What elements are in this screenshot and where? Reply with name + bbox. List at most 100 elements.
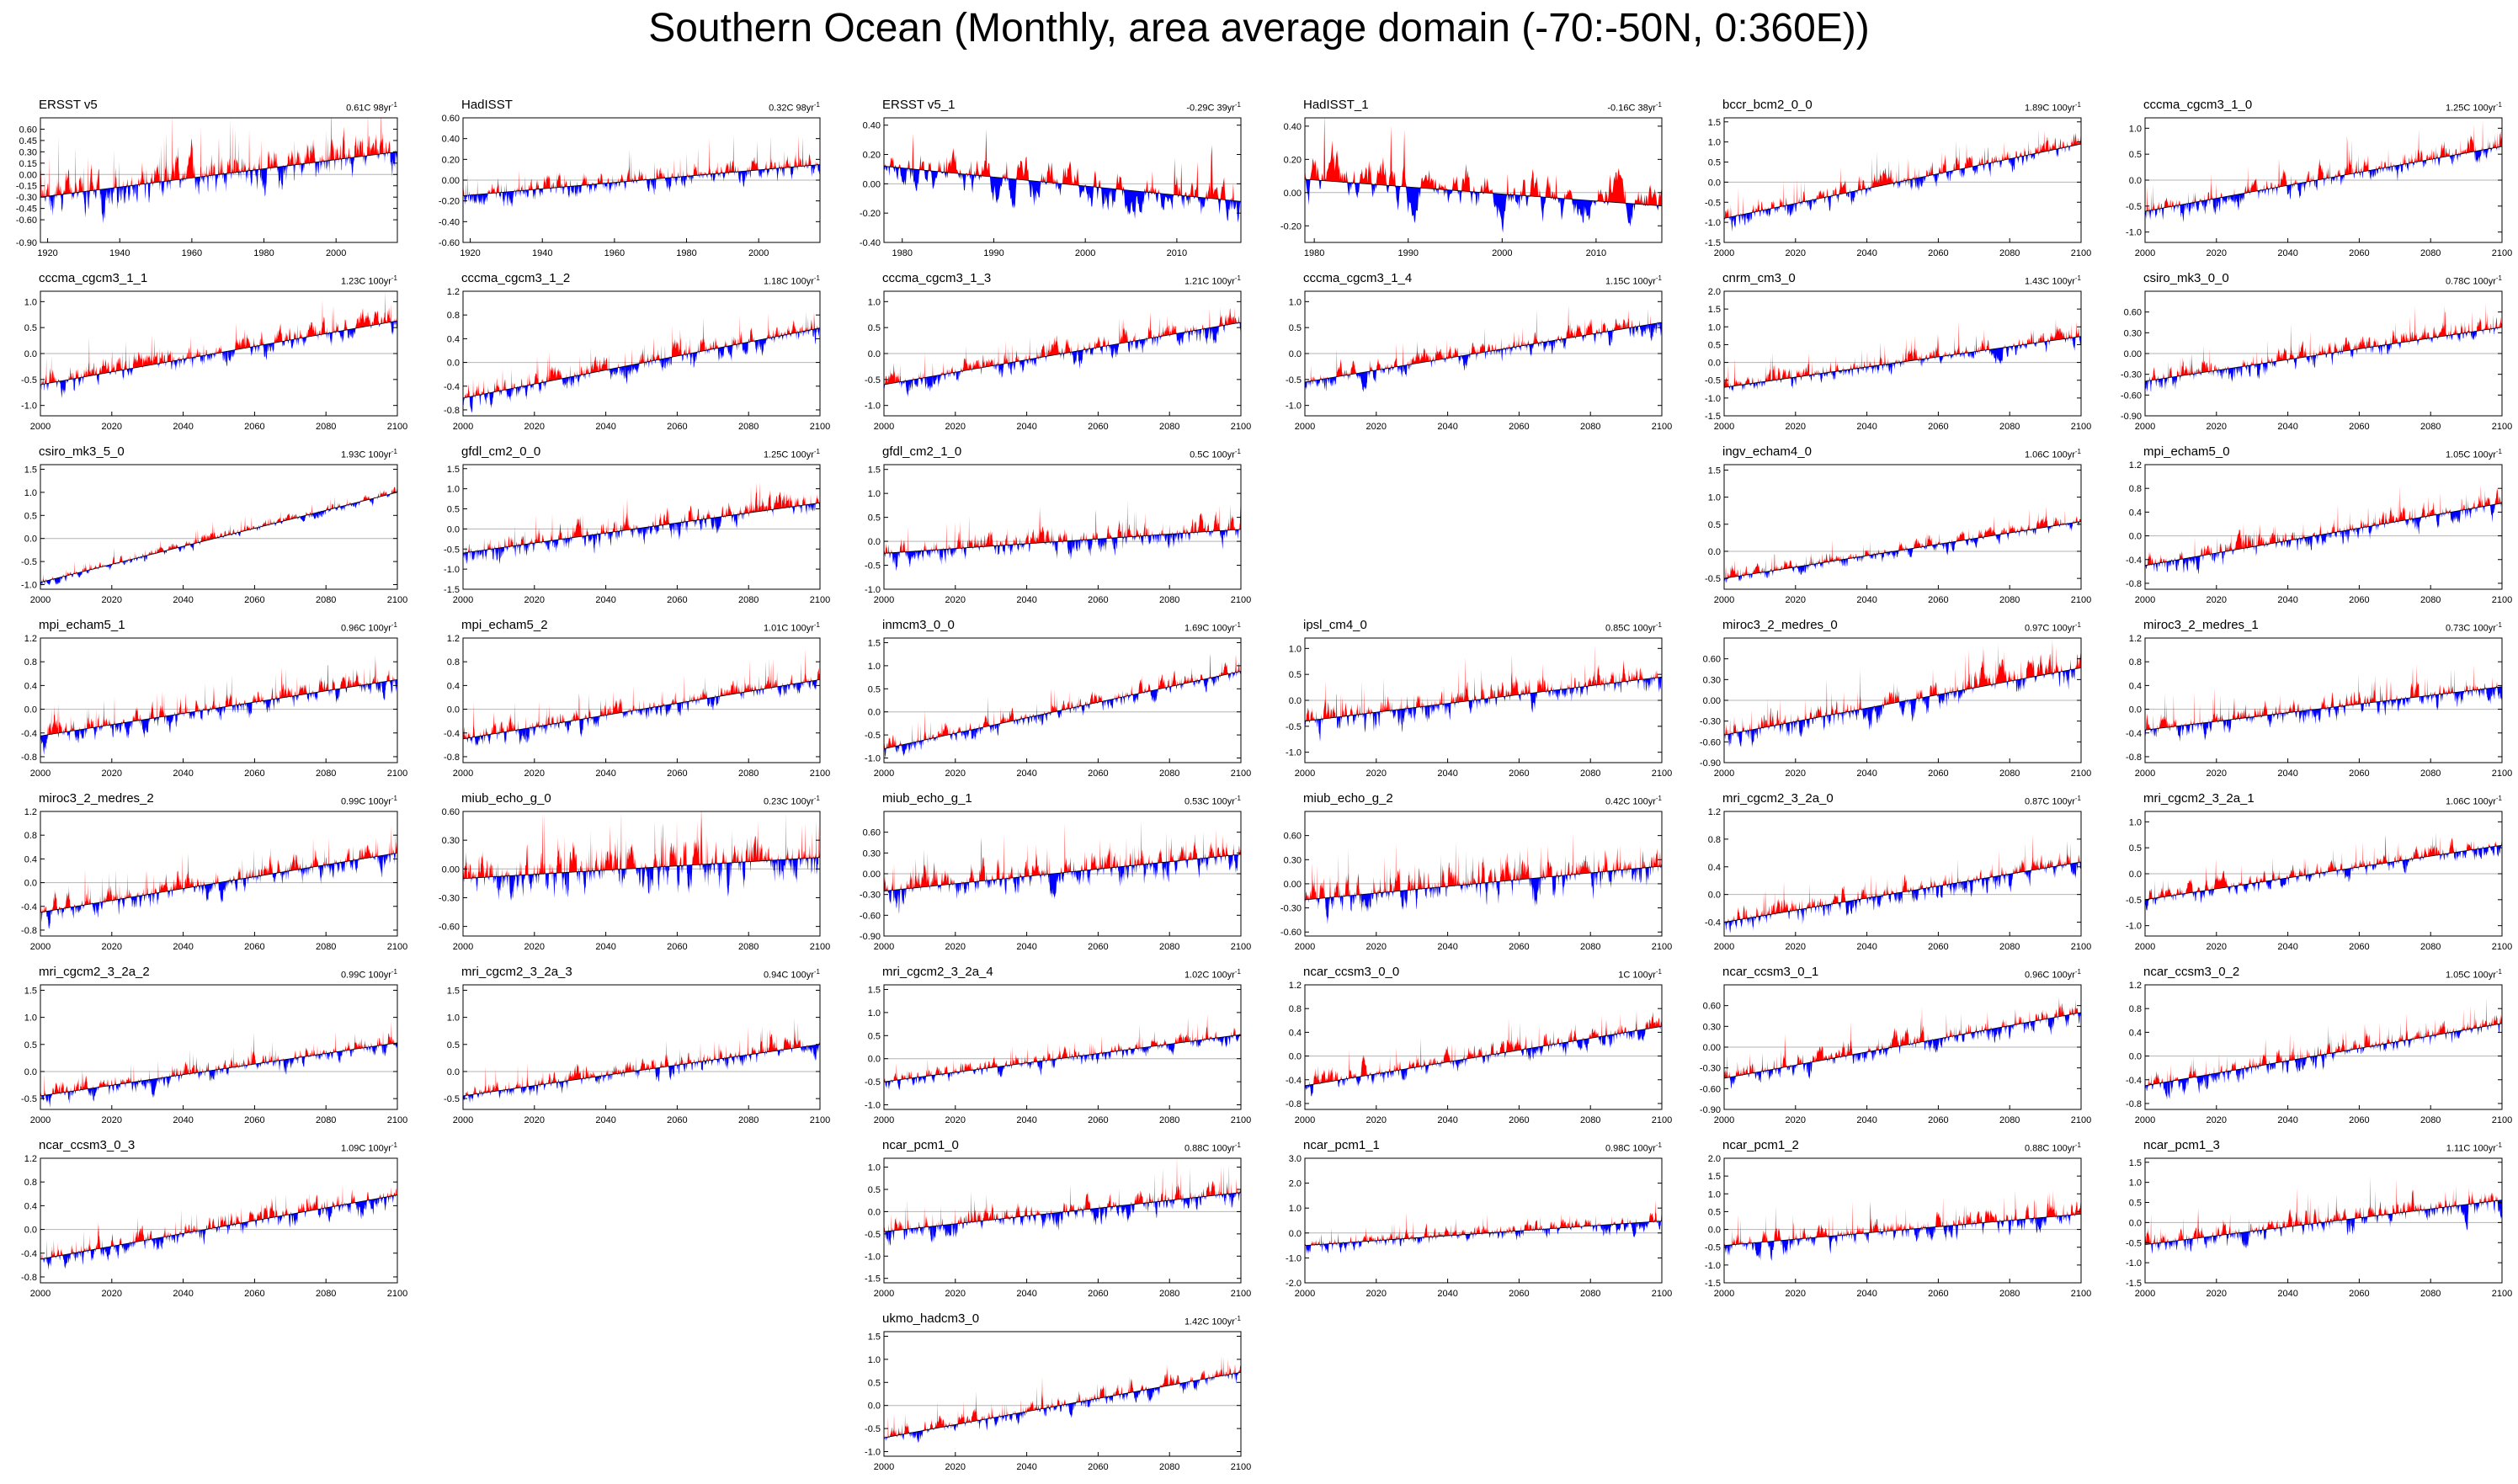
panel-trend-label: 1C 100yr-1 — [1618, 968, 1662, 981]
y-tick-label: 0.5 — [447, 1040, 460, 1051]
y-tick-label: -0.5 — [21, 557, 37, 567]
y-tick-label: -0.90 — [2121, 412, 2142, 422]
y-tick-label: 1.5 — [2129, 1158, 2142, 1168]
x-tick-label: 2080 — [1159, 595, 1179, 605]
x-tick-label: 2100 — [1652, 1289, 1672, 1299]
x-tick-label: 2080 — [1580, 769, 1600, 779]
x-tick-label: 2080 — [2420, 769, 2441, 779]
trend-line — [463, 1044, 820, 1097]
panel-trend-label: 0.5C 100yr-1 — [1190, 448, 1241, 460]
x-tick-label: 2020 — [1786, 942, 1806, 952]
series-area-above-trend — [884, 1014, 1241, 1082]
panel-title: gfdl_cm2_0_0 — [461, 444, 541, 459]
panel-title: csiro_mk3_5_0 — [39, 444, 125, 459]
y-tick-label: -0.5 — [1705, 198, 1721, 208]
x-tick-label: 2000 — [30, 769, 51, 779]
panel-trend-label: 1.25C 100yr-1 — [2445, 101, 2502, 114]
y-tick-label: -0.40 — [860, 238, 881, 248]
y-tick-label: -0.5 — [865, 1424, 881, 1434]
chart-panel-ncar-ccsm3-0-1: ncar_ccsm3_0_1 0.96C 100yr-1 0.60 0.30 0.00 -… — [1692, 965, 2091, 1133]
panel-title: ipsl_cm4_0 — [1303, 618, 1367, 632]
panel-trend-label: 0.98C 100yr-1 — [1605, 1141, 1662, 1154]
panel-plot: 0.60 0.30 0.00 -0.30 -0.60 2000 2020 2040 2060 20… — [439, 807, 830, 952]
y-tick-label: 0.20 — [442, 155, 460, 165]
y-tick-label: -0.8 — [444, 406, 460, 416]
y-tick-label: -0.20 — [1280, 221, 1302, 231]
panel-trend-label: 1.69C 100yr-1 — [1184, 621, 1241, 634]
x-tick-label: 2060 — [1509, 422, 1529, 432]
y-tick-label: 0.5 — [1708, 158, 1721, 168]
y-tick-label: 0.00 — [863, 179, 881, 189]
x-tick-label: 2080 — [1999, 595, 2020, 605]
series-area-above-trend — [2145, 484, 2502, 566]
panel-plot: 1.0 0.5 0.0 -0.5 -1.0 2000 2020 2040 2060 2080 210… — [865, 290, 1251, 432]
y-tick-label: -0.8 — [444, 753, 460, 763]
y-tick-label: -0.60 — [2121, 391, 2142, 401]
plot-frame — [2144, 637, 2503, 763]
y-tick-label: 1.0 — [2129, 124, 2142, 134]
chart-panel-ncar-ccsm3-0-0: ncar_ccsm3_0_0 1C 100yr-1 1.2 0.8 0.4 0.0 -0.4… — [1273, 965, 1672, 1133]
y-tick-label: 1.0 — [1708, 322, 1721, 332]
plot-frame — [1723, 464, 2082, 590]
y-tick-label: 1.0 — [447, 1013, 460, 1024]
x-tick-label: 2060 — [1509, 942, 1529, 952]
y-tick-label: 0.8 — [1289, 1004, 1302, 1014]
trend-line — [884, 166, 1241, 202]
y-tick-label: 1.5 — [447, 465, 460, 475]
y-tick-label: -0.8 — [2126, 1099, 2142, 1109]
series-area-below-trend — [884, 1035, 1241, 1090]
y-tick-label: 0.0 — [24, 349, 37, 359]
y-tick-label: 0.00 — [1703, 1043, 1721, 1053]
y-tick-label: 0.8 — [24, 657, 37, 668]
x-tick-label: 2100 — [387, 1289, 407, 1299]
panel-title: miroc3_2_medres_1 — [2143, 618, 2259, 632]
y-tick-label: -0.8 — [2126, 753, 2142, 763]
panel-trend-label: 1.43C 100yr-1 — [2024, 274, 2081, 287]
x-tick-label: 2100 — [2071, 942, 2091, 952]
y-tick-label: 0.4 — [2129, 681, 2142, 691]
x-tick-label: 1980 — [253, 248, 274, 258]
series-area-above-trend — [40, 1021, 397, 1096]
series-area-above-trend — [1724, 834, 2081, 923]
y-tick-label: 0.0 — [1708, 891, 1721, 901]
y-tick-label: 0.5 — [24, 511, 37, 521]
x-tick-label: 2000 — [30, 1289, 51, 1299]
chart-panel-ncar-pcm1-3: ncar_pcm1_3 1.11C 100yr-1 1.5 1.0 0.5 0.0 -0.5… — [2113, 1138, 2512, 1306]
y-tick-label: 0.00 — [442, 864, 460, 875]
y-tick-label: -1.0 — [865, 402, 881, 412]
panel-plot: 1.0 0.5 0.0 -0.5 -1.0 -1.5 2000 2020 2040 2060 208… — [865, 1157, 1251, 1299]
x-tick-label: 2060 — [2349, 769, 2369, 779]
y-tick-label: 0.30 — [1284, 855, 1302, 865]
x-tick-label: 2080 — [1159, 942, 1179, 952]
trend-line — [1305, 178, 1662, 206]
panel-plot: 1.2 0.8 0.4 0.0 -0.4 -0.8 2000 2020 2040 2060 2080… — [1286, 981, 1672, 1125]
panel-title: HadISST — [461, 98, 513, 112]
y-tick-label: 2.0 — [1708, 1154, 1721, 1164]
y-tick-label: -1.5 — [865, 1274, 881, 1285]
x-tick-label: 2040 — [1856, 422, 1877, 432]
plot-frame — [883, 637, 1242, 763]
x-tick-label: 2000 — [1714, 422, 1734, 432]
trend-line — [1724, 143, 2081, 219]
x-tick-label: 2000 — [748, 248, 769, 258]
x-tick-label: 2060 — [1928, 248, 1948, 258]
y-tick-label: 1.2 — [2129, 981, 2142, 991]
y-tick-label: 0.8 — [2129, 484, 2142, 494]
x-tick-label: 2100 — [810, 595, 830, 605]
chart-panel-miroc3-2-medres-0: miroc3_2_medres_0 0.97C 100yr-1 0.60 0.30 0.… — [1692, 618, 2091, 786]
y-tick-label: 0.0 — [24, 705, 37, 715]
y-tick-label: 0.0 — [24, 1067, 37, 1077]
y-tick-label: 0.30 — [442, 836, 460, 846]
x-tick-label: 2080 — [2420, 942, 2441, 952]
y-tick-label: -0.5 — [1705, 1243, 1721, 1253]
x-tick-label: 2100 — [1231, 1462, 1251, 1472]
x-tick-label: 2020 — [102, 1115, 122, 1125]
y-tick-label: -1.0 — [2126, 1258, 2142, 1269]
x-tick-label: 2040 — [1856, 1115, 1877, 1125]
y-tick-label: 0.5 — [24, 1040, 37, 1051]
x-tick-label: 2040 — [1856, 248, 1877, 258]
x-tick-label: 2020 — [945, 1115, 966, 1125]
trend-line — [1305, 322, 1662, 383]
y-tick-label: -1.0 — [1705, 394, 1721, 404]
